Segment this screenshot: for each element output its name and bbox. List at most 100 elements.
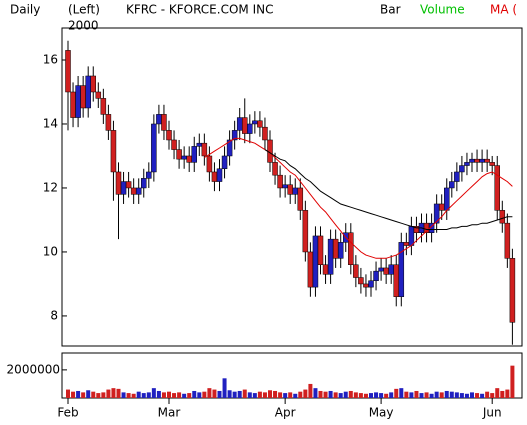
- volume-bar: [177, 392, 182, 398]
- volume-bar: [141, 393, 146, 398]
- volume-bar: [151, 388, 156, 398]
- candle-body: [110, 130, 117, 173]
- candle-body: [95, 91, 102, 99]
- candle-body: [509, 258, 516, 323]
- volume-bar: [454, 392, 459, 398]
- legend-label: Bar: [380, 3, 401, 17]
- candle-body: [438, 203, 445, 211]
- volume-bar: [237, 390, 242, 398]
- candle-body: [479, 158, 485, 163]
- candle-body: [100, 98, 107, 115]
- volume-bar: [101, 392, 106, 398]
- candle-body: [464, 162, 470, 166]
- candle-body: [287, 184, 293, 195]
- volume-bar: [510, 365, 515, 398]
- candle-body: [191, 146, 197, 163]
- candle-body: [403, 242, 410, 246]
- candle-body: [151, 123, 157, 173]
- volume-bar: [298, 391, 303, 398]
- candle-body: [176, 149, 182, 160]
- volume-bar: [313, 388, 318, 398]
- volume-frame: [61, 352, 523, 399]
- volume-bar: [217, 390, 222, 398]
- y-tick-label: 10: [43, 244, 58, 258]
- candle-body: [141, 178, 147, 189]
- axis-note: (Left): [68, 3, 100, 17]
- volume-bar: [303, 389, 308, 398]
- candle-body: [181, 155, 187, 160]
- candle-body: [459, 165, 465, 173]
- volume-bar: [283, 393, 288, 398]
- volume-bar: [495, 388, 500, 398]
- candle-body: [171, 139, 177, 150]
- volume-bar: [131, 393, 136, 398]
- candle-body: [85, 75, 91, 109]
- candle-body: [292, 187, 298, 195]
- moving-average: [264, 149, 513, 230]
- volume-bar: [91, 391, 96, 398]
- volume-bar: [202, 391, 207, 398]
- candle-body: [322, 264, 329, 275]
- y-tick-label: 8: [50, 308, 58, 322]
- volume-bar: [268, 390, 272, 398]
- candle-body: [297, 187, 304, 211]
- candle-body: [125, 181, 132, 189]
- candle-body: [363, 283, 369, 288]
- candle-body: [156, 114, 162, 125]
- volume-bar: [273, 390, 278, 398]
- candle-body: [317, 235, 324, 265]
- volume-bar: [464, 393, 469, 398]
- volume-bar: [136, 391, 141, 398]
- x-tick-label: Feb: [57, 406, 78, 420]
- volume-bar: [470, 392, 474, 398]
- candle-body: [327, 238, 334, 275]
- candle-body: [272, 162, 278, 176]
- candle-body: [302, 210, 309, 253]
- volume-bar: [409, 392, 414, 398]
- volume-bar: [404, 391, 409, 398]
- candle-body: [221, 155, 228, 170]
- volume-bar: [318, 390, 323, 398]
- year: 2000: [68, 19, 99, 33]
- candle-body: [408, 226, 415, 246]
- volume-bar: [414, 390, 419, 398]
- volume-bar: [222, 378, 227, 398]
- volume-bar: [242, 389, 247, 398]
- legend-label: MA (: [490, 3, 517, 17]
- candle-body: [196, 142, 203, 147]
- volume-bar: [475, 393, 480, 398]
- volume-bar: [308, 383, 313, 398]
- volume-bar: [369, 393, 373, 398]
- volume-bar: [348, 390, 353, 398]
- volume-bar: [384, 393, 389, 398]
- candle-body: [444, 187, 450, 211]
- candle-body: [393, 264, 399, 297]
- volume-bar: [76, 390, 81, 398]
- volume-bar: [278, 392, 283, 398]
- volume-bar: [394, 388, 399, 398]
- volume-bar: [288, 392, 293, 398]
- x-tick-label: May: [369, 406, 394, 420]
- volume-bar: [434, 391, 439, 398]
- volume-bar: [116, 388, 121, 398]
- volume-bar: [439, 392, 444, 398]
- volume-bar: [66, 389, 70, 398]
- candle-body: [247, 123, 253, 134]
- volume-bar: [389, 392, 394, 398]
- volume-bar: [424, 392, 429, 398]
- candle-body: [358, 277, 364, 285]
- candle-body: [454, 171, 460, 182]
- volume-bar: [459, 393, 464, 398]
- volume-bar: [429, 393, 434, 398]
- candle-body: [373, 270, 379, 281]
- volume-bar: [182, 393, 187, 398]
- y-tick-label: 16: [43, 52, 58, 66]
- volume-tick-label: 2000000: [7, 362, 60, 376]
- volume-bar: [81, 392, 86, 398]
- volume-bar: [444, 390, 449, 398]
- volume-bar: [111, 388, 116, 398]
- volume-bar: [419, 393, 424, 398]
- price-frame: [61, 27, 523, 347]
- volume-bar: [363, 393, 368, 398]
- volume-bar: [480, 393, 485, 398]
